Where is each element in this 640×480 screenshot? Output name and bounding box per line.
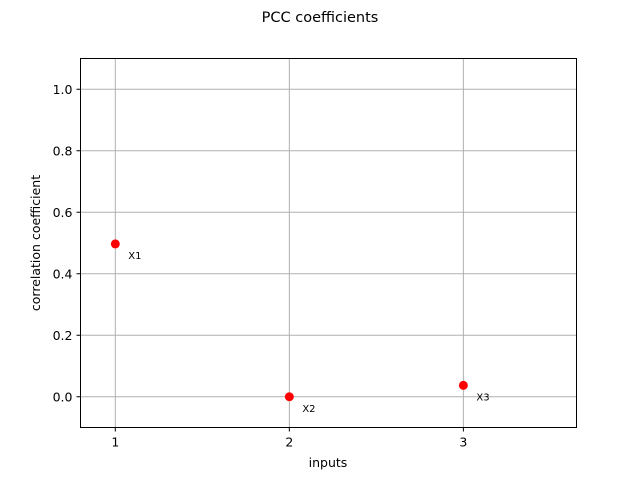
y-tick-label: 1.0 — [53, 82, 73, 97]
data-point-marker — [110, 239, 120, 249]
y-tick-label: 0.8 — [53, 143, 73, 158]
y-tick-label: 0.4 — [53, 266, 73, 281]
x-tick-label: 3 — [459, 435, 467, 450]
data-point-label: X2 — [302, 404, 315, 415]
x-tick-label: 1 — [111, 435, 119, 450]
y-tick-label: 0.6 — [53, 205, 73, 220]
y-tick-label: 0.2 — [53, 328, 73, 343]
plot-frame — [80, 58, 577, 428]
data-points: X1 X2 X3 — [110, 239, 490, 415]
chart-title: PCC coefficients — [262, 10, 379, 26]
data-point-label: X1 — [128, 251, 141, 262]
y-axis-label: correlation coefficient — [28, 175, 43, 311]
x-axis-label: inputs — [309, 455, 348, 470]
y-tick-label: 0.0 — [53, 389, 73, 404]
data-point-marker — [284, 392, 294, 402]
ticks: 1 2 3 0.0 0.2 0.4 0.6 0.8 1.0 — [53, 82, 468, 450]
data-point-label: X3 — [476, 392, 489, 403]
x-tick-label: 2 — [285, 435, 293, 450]
grid — [80, 58, 577, 428]
data-point-marker — [458, 380, 468, 390]
